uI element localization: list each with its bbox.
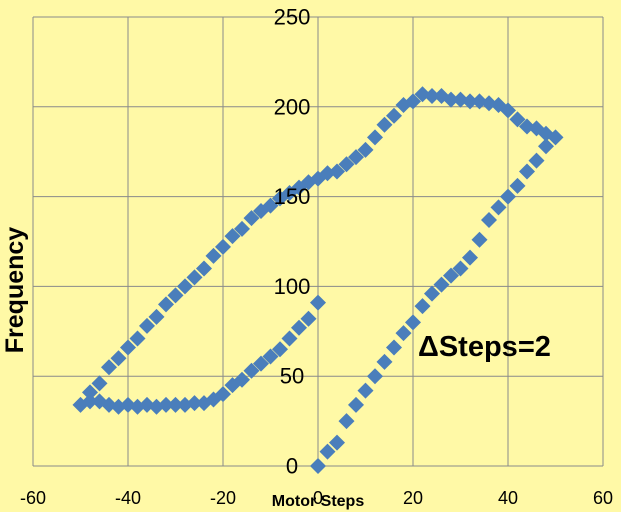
data-point — [281, 330, 298, 347]
data-point — [91, 375, 108, 392]
data-point — [129, 330, 146, 347]
data-point — [481, 211, 497, 228]
y-tick-label: 0 — [286, 454, 298, 479]
y-axis-label: Frequency — [1, 227, 29, 354]
data-point — [158, 396, 174, 413]
data-point — [338, 413, 355, 430]
data-point — [395, 97, 412, 114]
data-point — [272, 341, 288, 358]
data-point — [376, 353, 393, 370]
data-point — [405, 314, 421, 331]
data-point — [357, 382, 374, 399]
data-point — [462, 249, 478, 266]
data-point — [386, 339, 402, 356]
data-point — [215, 238, 231, 255]
data-point — [329, 434, 345, 451]
data-point — [167, 287, 184, 304]
data-point — [262, 348, 279, 365]
y-tick-label: 250 — [274, 5, 311, 30]
data-point — [367, 368, 383, 385]
data-point — [253, 202, 269, 219]
x-tick-label: 40 — [498, 488, 518, 508]
data-point — [528, 120, 545, 137]
data-point — [82, 393, 98, 410]
gridlines — [32, 16, 604, 467]
x-axis-ticks: -60 -40 -20 0 20 40 60 — [20, 488, 613, 508]
data-point — [177, 278, 193, 295]
data-point — [433, 88, 450, 105]
data-point — [300, 310, 317, 327]
data-point — [509, 111, 526, 128]
y-tick-label: 200 — [274, 94, 311, 119]
data-point — [338, 156, 355, 173]
data-point — [224, 228, 241, 245]
x-tick-label: -20 — [210, 488, 236, 508]
data-point — [110, 350, 127, 367]
y-axis-ticks: 0 50 100 150 200 250 — [274, 5, 311, 479]
x-tick-label: 60 — [593, 488, 613, 508]
data-point — [414, 86, 431, 103]
data-point — [367, 129, 383, 146]
x-tick-label: 20 — [403, 488, 423, 508]
x-tick-label: -40 — [115, 488, 141, 508]
data-point — [519, 118, 535, 135]
data-point — [205, 247, 222, 264]
data-point — [101, 359, 117, 376]
data-point — [186, 395, 203, 412]
data-point — [310, 294, 326, 311]
x-axis-label: Motor Steps — [272, 493, 365, 510]
data-point — [310, 458, 326, 474]
data-point — [471, 231, 488, 248]
data-point — [452, 260, 469, 277]
data-points — [72, 86, 564, 474]
data-point — [253, 355, 269, 372]
data-point — [291, 319, 307, 336]
data-point — [433, 276, 450, 293]
y-tick-label: 150 — [274, 184, 311, 209]
data-point — [167, 396, 184, 413]
data-point — [243, 210, 260, 227]
data-point — [376, 116, 393, 133]
data-point — [186, 269, 203, 286]
data-point — [471, 93, 488, 110]
data-point — [319, 443, 336, 460]
data-point — [500, 188, 516, 205]
y-tick-label: 100 — [274, 274, 311, 299]
data-point — [443, 267, 459, 284]
y-tick-label: 50 — [280, 364, 304, 389]
data-point — [272, 190, 288, 207]
data-point — [348, 396, 364, 413]
data-point — [528, 152, 545, 169]
x-tick-label: 0 — [313, 488, 323, 508]
data-point — [196, 260, 212, 277]
data-point — [509, 177, 526, 194]
data-point — [490, 199, 507, 216]
data-point — [139, 317, 155, 334]
data-point — [348, 149, 364, 166]
data-point — [82, 384, 98, 401]
data-point — [148, 308, 165, 325]
steps-annotation: ΔSteps=2 — [418, 331, 551, 363]
data-point — [120, 339, 136, 356]
data-point — [158, 296, 174, 313]
data-point — [386, 107, 402, 124]
data-point — [234, 371, 250, 388]
data-point — [243, 362, 260, 379]
data-point — [424, 285, 440, 302]
data-point — [414, 298, 431, 315]
data-point — [357, 141, 374, 158]
x-tick-label: -60 — [20, 488, 46, 508]
data-point — [215, 386, 231, 403]
data-point — [519, 163, 535, 180]
data-point — [452, 91, 469, 108]
data-point — [395, 325, 412, 342]
data-point — [234, 220, 250, 237]
data-point — [538, 138, 554, 155]
